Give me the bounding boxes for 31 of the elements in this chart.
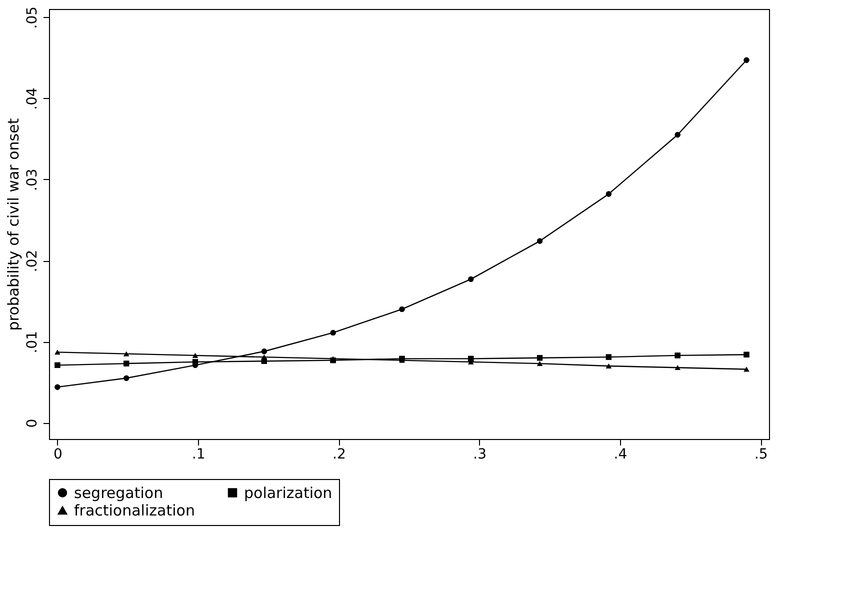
y-tick-label: .05 [24, 6, 40, 29]
x-tick-label: .5 [754, 446, 768, 462]
point [261, 354, 267, 360]
point [124, 375, 130, 381]
point [124, 351, 130, 356]
y-tick-label: 0 [24, 418, 40, 428]
point [54, 350, 60, 355]
y-tick-label: .04 [24, 88, 40, 110]
point [261, 348, 267, 354]
y-tick-label: .02 [24, 250, 40, 272]
x-tick-label: .4 [614, 446, 628, 462]
x-tick-label: .2 [332, 446, 346, 462]
point [399, 306, 405, 312]
point [468, 356, 474, 362]
y-tick-label: .01 [24, 331, 40, 354]
point [744, 352, 750, 358]
point [124, 360, 130, 366]
point [744, 366, 750, 372]
x-tick-label: .3 [473, 446, 486, 462]
legend-label: polarization [244, 484, 332, 502]
y-tick-label: .03 [24, 168, 40, 192]
point [468, 276, 474, 282]
x-tick-label: .1 [192, 446, 206, 462]
legend-label: segregation [74, 484, 164, 502]
x-tick-label: 0 [53, 446, 62, 462]
y-axis-title: probability of civil war onset [4, 118, 22, 331]
point [744, 57, 750, 63]
point [54, 384, 60, 390]
legend-label: fractionalization [74, 502, 195, 520]
point [54, 362, 60, 368]
point [674, 352, 680, 358]
